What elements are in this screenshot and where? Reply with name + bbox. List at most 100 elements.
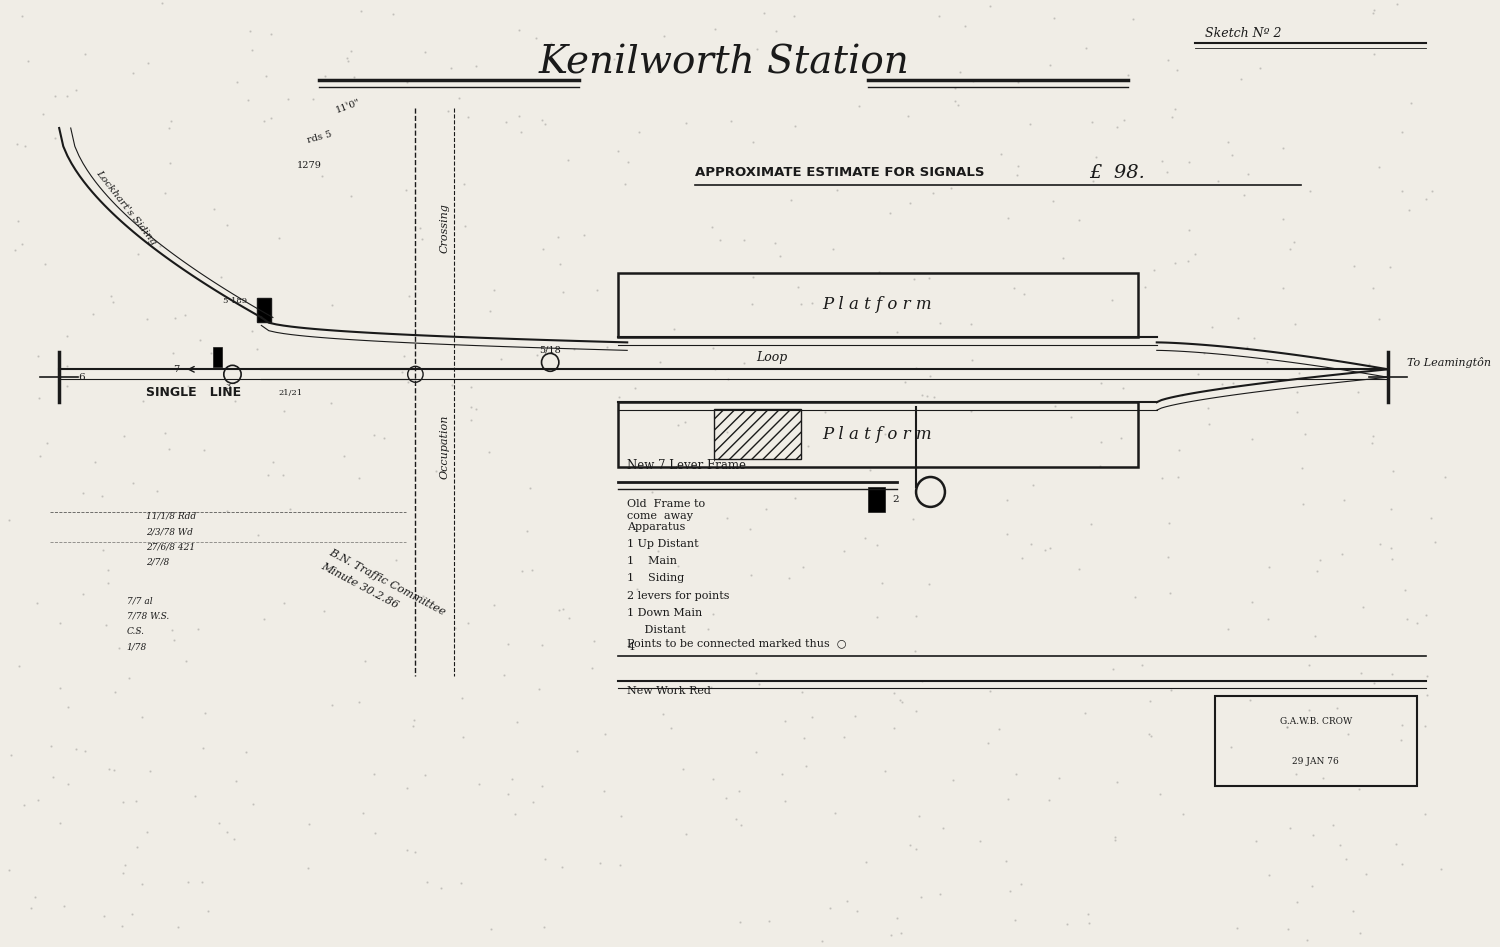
- Point: [255, 68, 279, 83]
- Point: [648, 354, 672, 369]
- Point: [160, 622, 184, 637]
- Point: [400, 719, 424, 734]
- Point: [1172, 806, 1196, 821]
- Point: [550, 860, 574, 875]
- Point: [450, 729, 474, 744]
- Point: [1156, 549, 1180, 564]
- Point: [836, 894, 860, 909]
- Point: [209, 269, 232, 284]
- Point: [1034, 543, 1058, 558]
- Point: [1362, 46, 1386, 62]
- Point: [224, 394, 248, 409]
- Point: [1150, 153, 1174, 169]
- Point: [4, 136, 28, 152]
- Point: [674, 415, 698, 430]
- Point: [15, 53, 39, 68]
- Point: [240, 43, 264, 58]
- Point: [464, 402, 488, 417]
- Point: [764, 236, 788, 251]
- Point: [1020, 536, 1044, 551]
- Point: [704, 21, 728, 36]
- Point: [1166, 470, 1190, 485]
- Point: [1276, 921, 1300, 937]
- Point: [1227, 310, 1251, 325]
- Point: [13, 139, 38, 154]
- Point: [705, 634, 729, 649]
- Point: [336, 50, 360, 65]
- Point: [1068, 562, 1092, 577]
- Point: [794, 758, 818, 773]
- Point: [1084, 150, 1108, 165]
- Point: [56, 359, 80, 374]
- Point: [672, 761, 696, 777]
- Point: [1300, 878, 1324, 893]
- Point: [450, 690, 474, 706]
- Point: [94, 617, 118, 633]
- Point: [190, 741, 214, 756]
- Point: [384, 552, 408, 567]
- Point: [459, 399, 483, 414]
- Text: 29 JAN 76: 29 JAN 76: [1293, 757, 1340, 766]
- Point: [906, 809, 930, 824]
- Text: P l a t f o r m: P l a t f o r m: [822, 425, 933, 442]
- Point: [1354, 867, 1378, 882]
- Point: [674, 827, 698, 842]
- Point: [1042, 10, 1066, 26]
- Point: [56, 776, 80, 791]
- Point: [316, 563, 340, 578]
- Point: [1360, 436, 1384, 451]
- Point: [996, 792, 1020, 807]
- Point: [1088, 458, 1112, 474]
- Point: [96, 563, 120, 578]
- Point: [1396, 202, 1420, 217]
- Point: [1137, 726, 1161, 742]
- Point: [1332, 492, 1356, 508]
- Point: [843, 163, 867, 178]
- Point: [968, 833, 992, 849]
- Point: [1080, 173, 1104, 188]
- Point: [596, 340, 619, 355]
- Point: [646, 544, 670, 559]
- Text: Lockhart's Siding: Lockhart's Siding: [94, 169, 159, 247]
- Point: [708, 232, 732, 247]
- Point: [278, 501, 302, 516]
- Point: [346, 471, 370, 486]
- Point: [122, 65, 146, 80]
- Text: SINGLE   LINE: SINGLE LINE: [147, 385, 242, 399]
- Point: [741, 269, 765, 284]
- Point: [531, 778, 555, 794]
- Point: [495, 786, 519, 801]
- Point: [1143, 262, 1167, 277]
- Text: Points to be connected marked thus  ○: Points to be connected marked thus ○: [627, 638, 846, 649]
- Point: [1164, 255, 1188, 270]
- Point: [548, 602, 572, 617]
- Point: [566, 743, 590, 759]
- Point: [507, 108, 531, 123]
- Point: [1104, 832, 1128, 848]
- Point: [1275, 720, 1299, 735]
- Point: [890, 926, 914, 941]
- Point: [162, 310, 186, 325]
- Text: New 7 Lever Frame: New 7 Lever Frame: [627, 459, 746, 472]
- Point: [988, 146, 1012, 161]
- Point: [783, 118, 807, 134]
- Point: [621, 459, 645, 474]
- Text: 3: 3: [225, 384, 231, 391]
- Point: [159, 113, 183, 128]
- Point: [410, 231, 434, 246]
- Point: [786, 279, 810, 295]
- Point: [272, 403, 296, 419]
- Point: [732, 355, 756, 370]
- Point: [394, 842, 418, 857]
- Point: [1368, 159, 1392, 174]
- Point: [160, 346, 184, 361]
- Point: [960, 403, 984, 419]
- Point: [1120, 11, 1144, 27]
- Point: [48, 681, 72, 696]
- Point: [772, 794, 796, 809]
- Point: [1287, 366, 1311, 381]
- Point: [1005, 75, 1029, 90]
- Point: [436, 103, 460, 118]
- Text: Old  Frame to
come  away: Old Frame to come away: [627, 499, 705, 521]
- Point: [1286, 404, 1310, 420]
